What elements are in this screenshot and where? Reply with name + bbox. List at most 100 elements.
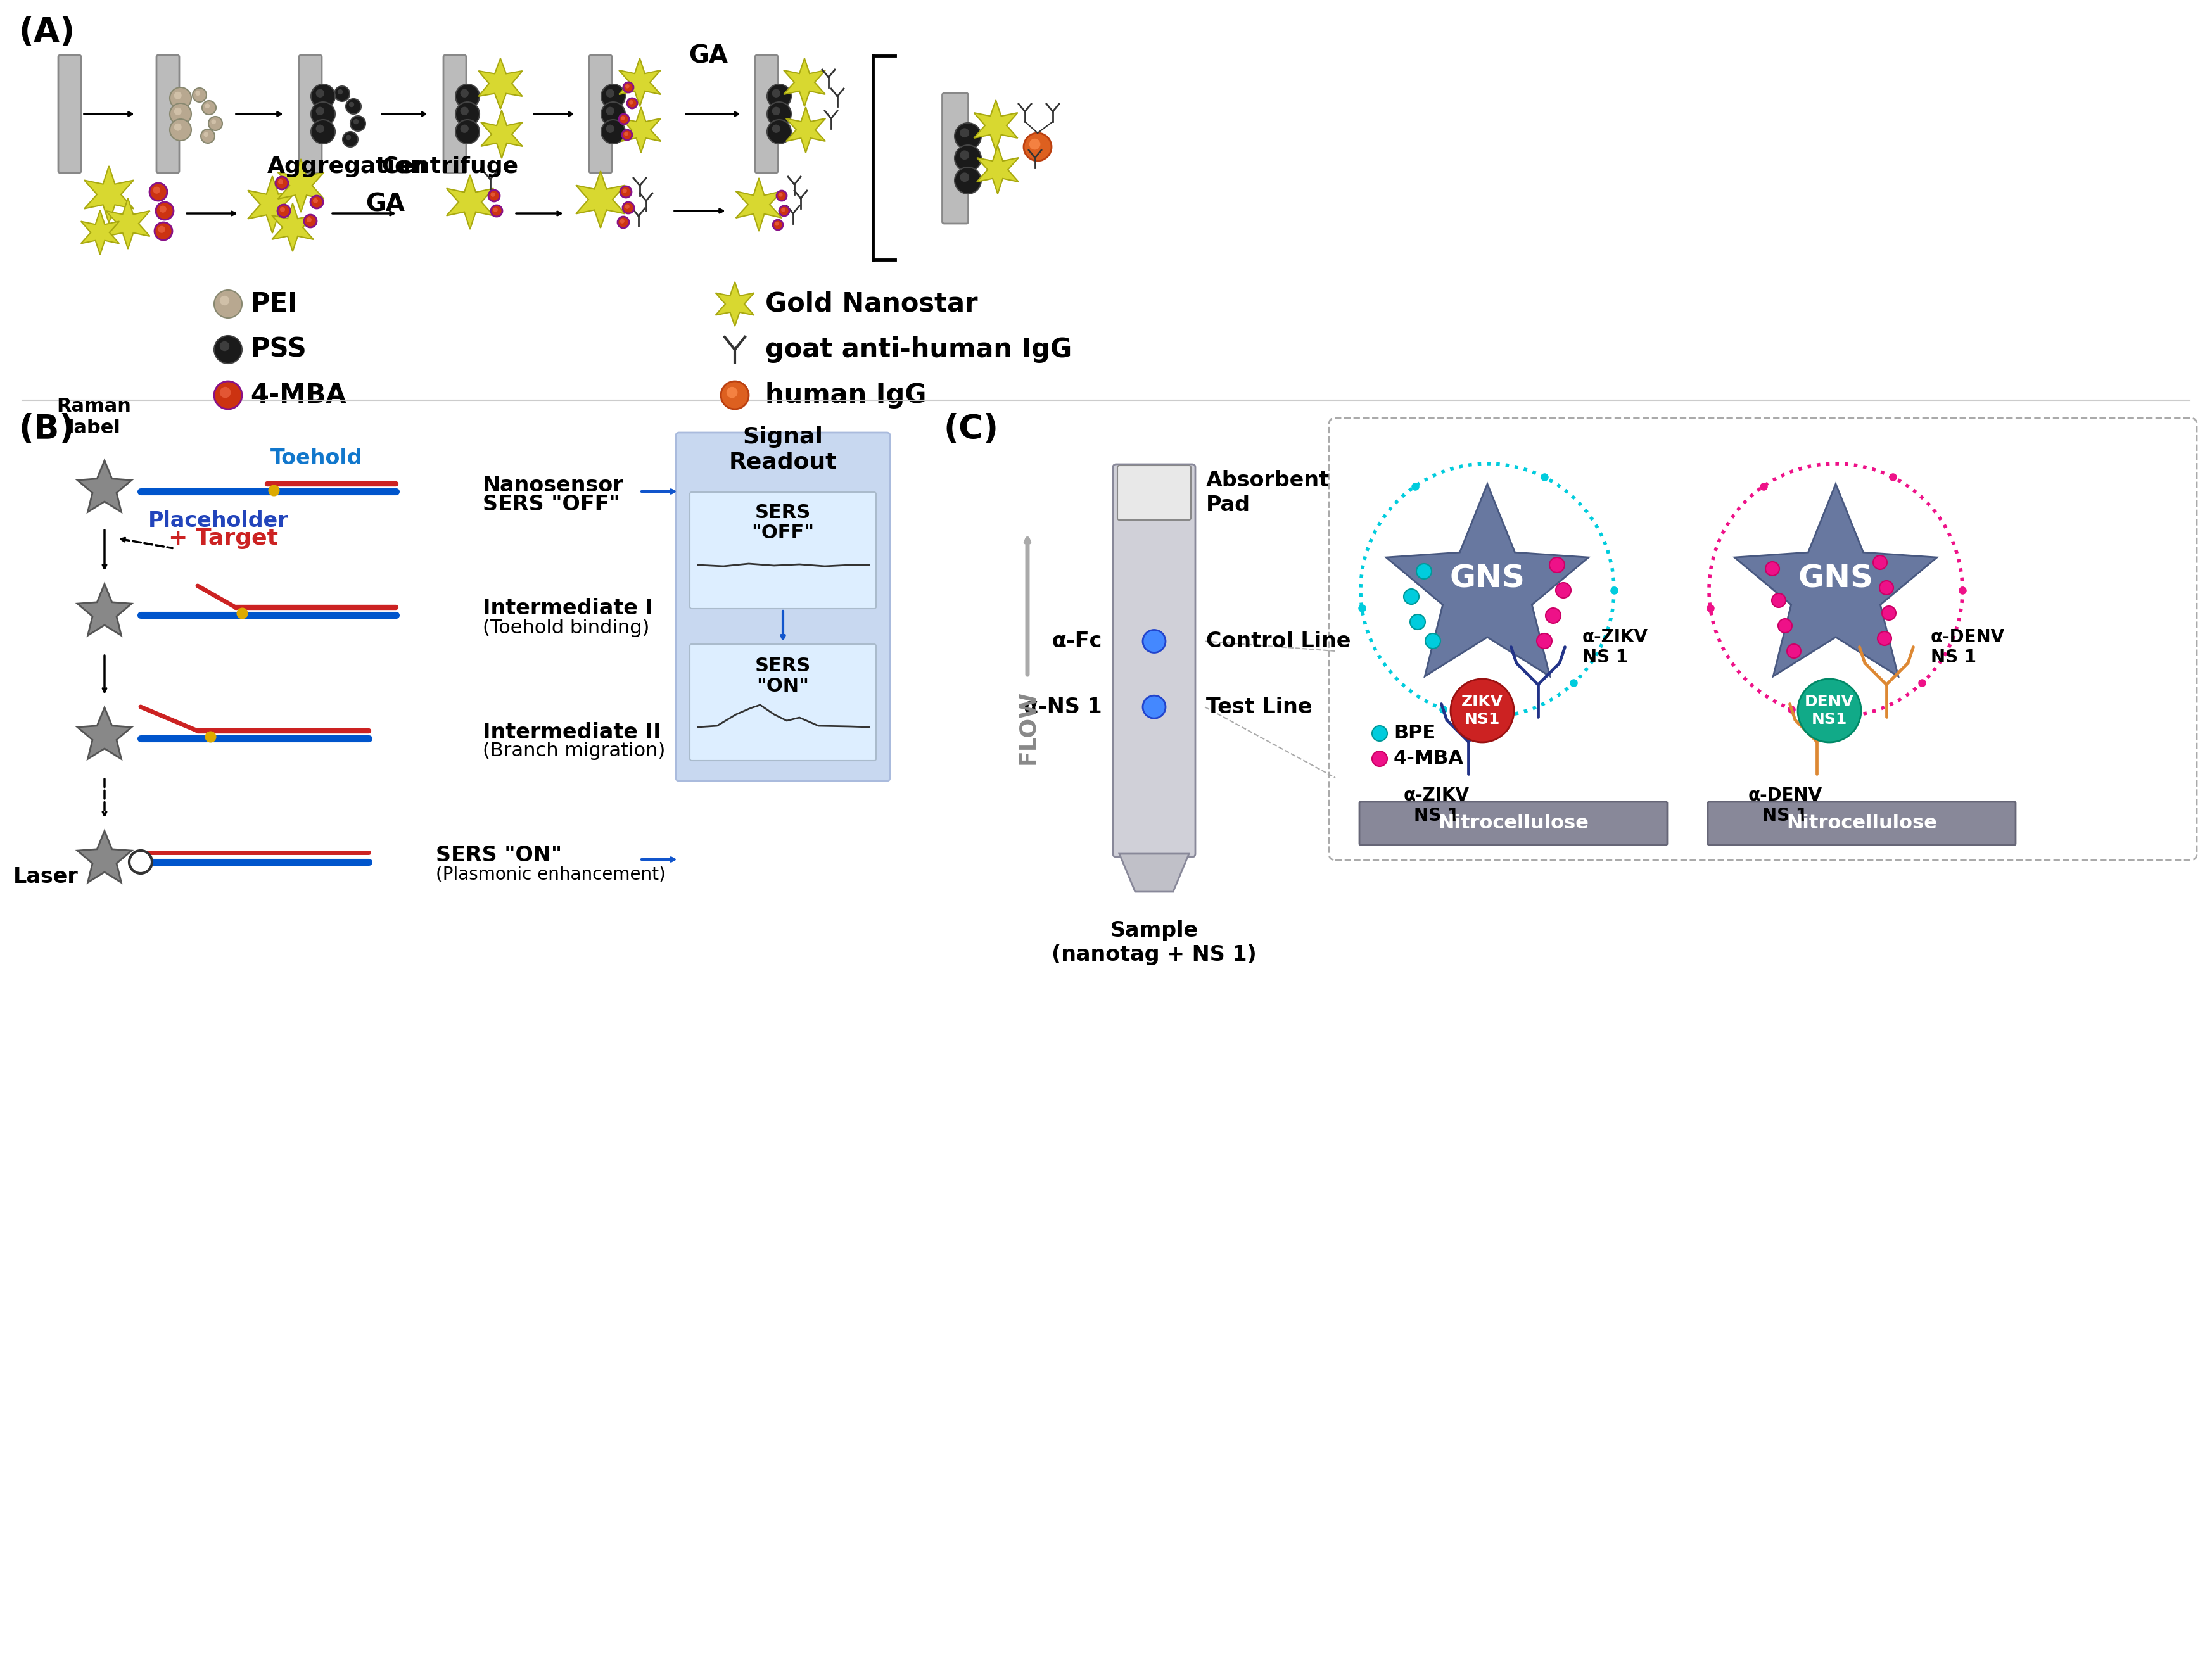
Circle shape	[354, 119, 358, 124]
FancyBboxPatch shape	[754, 55, 779, 174]
Text: ZIKV
NS1: ZIKV NS1	[1462, 694, 1504, 727]
Circle shape	[489, 190, 500, 202]
Circle shape	[772, 220, 783, 230]
FancyBboxPatch shape	[1360, 802, 1668, 845]
Circle shape	[349, 102, 354, 107]
Circle shape	[960, 129, 969, 137]
Circle shape	[170, 102, 190, 124]
Circle shape	[1778, 618, 1792, 633]
Circle shape	[622, 116, 626, 121]
Text: Placeholder: Placeholder	[148, 511, 290, 531]
Circle shape	[493, 208, 498, 212]
Circle shape	[1425, 633, 1440, 648]
Circle shape	[219, 296, 230, 306]
Polygon shape	[1119, 853, 1190, 891]
Circle shape	[208, 116, 223, 131]
Circle shape	[201, 129, 215, 144]
Circle shape	[772, 89, 781, 98]
Circle shape	[343, 132, 358, 147]
Circle shape	[491, 192, 495, 197]
Circle shape	[219, 387, 230, 398]
Circle shape	[602, 102, 626, 126]
Text: PEI: PEI	[250, 291, 299, 317]
Polygon shape	[77, 461, 133, 512]
Polygon shape	[84, 165, 133, 223]
Polygon shape	[77, 707, 133, 759]
Circle shape	[276, 177, 288, 190]
Circle shape	[628, 101, 633, 104]
Circle shape	[768, 102, 792, 126]
Circle shape	[781, 208, 785, 212]
FancyBboxPatch shape	[442, 55, 467, 174]
Circle shape	[338, 89, 343, 94]
Text: Raman
label: Raman label	[58, 397, 131, 436]
Text: "OFF": "OFF"	[752, 524, 814, 542]
Circle shape	[1371, 726, 1387, 741]
Circle shape	[606, 124, 615, 132]
Polygon shape	[575, 170, 626, 228]
Text: Absorbent
Pad: Absorbent Pad	[1206, 469, 1329, 516]
Text: BPE: BPE	[1394, 724, 1436, 742]
Circle shape	[175, 124, 181, 131]
Circle shape	[303, 215, 316, 228]
Text: "ON": "ON"	[757, 678, 810, 696]
Polygon shape	[478, 58, 522, 109]
Circle shape	[215, 289, 241, 317]
FancyBboxPatch shape	[157, 55, 179, 174]
Circle shape	[460, 124, 469, 132]
Circle shape	[456, 102, 480, 126]
Text: α-NS 1: α-NS 1	[1024, 696, 1102, 717]
FancyBboxPatch shape	[942, 93, 969, 223]
Polygon shape	[77, 831, 133, 883]
Circle shape	[170, 88, 190, 109]
Text: Sample
(nanotag + NS 1): Sample (nanotag + NS 1)	[1051, 921, 1256, 965]
Text: goat anti-human IgG: goat anti-human IgG	[765, 336, 1073, 364]
Circle shape	[772, 107, 781, 116]
Circle shape	[491, 205, 502, 217]
FancyBboxPatch shape	[690, 645, 876, 760]
Circle shape	[619, 218, 624, 223]
Circle shape	[312, 84, 334, 109]
Circle shape	[626, 84, 630, 88]
Polygon shape	[785, 107, 825, 152]
FancyBboxPatch shape	[1708, 802, 2015, 845]
Circle shape	[210, 119, 217, 124]
Text: + Target: + Target	[168, 527, 279, 549]
Polygon shape	[978, 145, 1018, 193]
Text: α-Fc: α-Fc	[1053, 631, 1102, 651]
Polygon shape	[480, 111, 522, 159]
Circle shape	[1548, 557, 1564, 572]
Circle shape	[215, 336, 241, 364]
FancyBboxPatch shape	[1329, 418, 2197, 860]
Circle shape	[1371, 750, 1387, 767]
Circle shape	[960, 150, 969, 160]
Circle shape	[310, 195, 323, 208]
Circle shape	[1874, 555, 1887, 569]
Circle shape	[1405, 588, 1418, 605]
Circle shape	[312, 102, 334, 126]
Text: Nitrocellulose: Nitrocellulose	[1438, 815, 1588, 833]
Polygon shape	[783, 58, 825, 106]
Circle shape	[316, 107, 325, 116]
Text: α-DENV
NS 1: α-DENV NS 1	[1931, 628, 2004, 666]
Circle shape	[1024, 132, 1051, 160]
Circle shape	[1537, 633, 1553, 648]
FancyBboxPatch shape	[690, 493, 876, 608]
Text: (Branch migration): (Branch migration)	[482, 742, 666, 760]
Circle shape	[155, 202, 173, 220]
Circle shape	[1409, 615, 1425, 630]
Circle shape	[215, 382, 241, 410]
Circle shape	[460, 89, 469, 98]
Circle shape	[606, 89, 615, 98]
Circle shape	[602, 84, 626, 109]
Polygon shape	[272, 203, 314, 251]
FancyBboxPatch shape	[299, 55, 321, 174]
Circle shape	[624, 202, 635, 213]
Text: SERS "OFF": SERS "OFF"	[482, 494, 619, 514]
Text: α-ZIKV
NS 1: α-ZIKV NS 1	[1582, 628, 1648, 666]
Circle shape	[619, 187, 633, 198]
Polygon shape	[973, 101, 1018, 150]
FancyBboxPatch shape	[1117, 466, 1190, 521]
Text: GNS: GNS	[1449, 564, 1524, 593]
Text: DENV
NS1: DENV NS1	[1805, 694, 1854, 727]
